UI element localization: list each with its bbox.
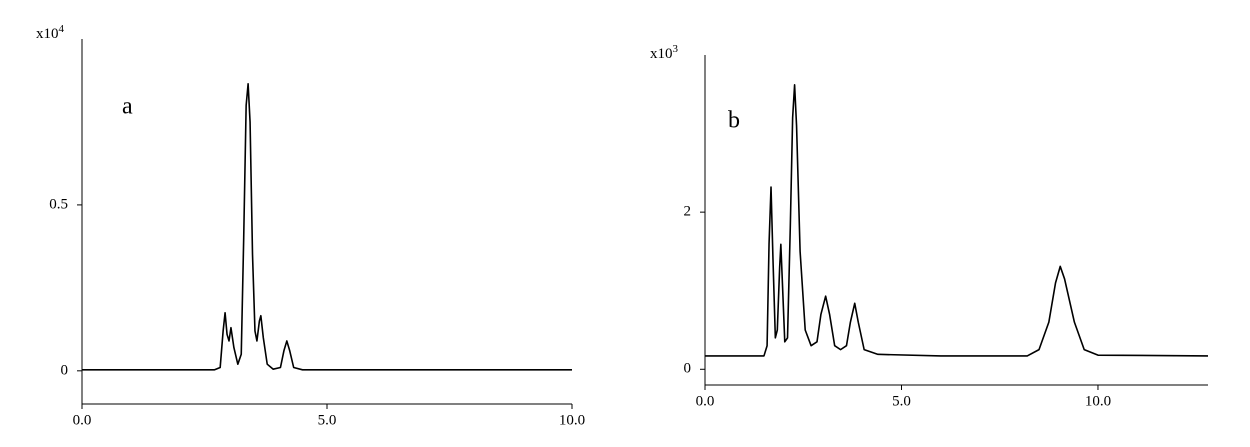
multiplier-base: x10: [650, 46, 673, 62]
multiplier-exponent: 4: [59, 23, 65, 35]
axis-multiplier: x103: [650, 43, 679, 63]
x-tick-label: 10.0: [559, 412, 585, 428]
x-tick-label: 5.0: [892, 393, 911, 409]
chromatogram-line: [705, 84, 1209, 357]
x-tick-label: 10.0: [1085, 393, 1111, 409]
chromatogram-line: [82, 83, 572, 371]
panel-label: a: [122, 94, 133, 120]
y-tick-label: 2: [684, 204, 692, 220]
multiplier-exponent: 3: [673, 43, 679, 55]
x-tick-label: 0.0: [73, 412, 92, 428]
y-tick-label: 0: [684, 361, 692, 377]
x-tick-label: 5.0: [318, 412, 337, 428]
y-tick-label: 0: [61, 362, 69, 378]
axis-multiplier: x104: [36, 23, 65, 43]
y-tick-label: 0.5: [49, 196, 68, 212]
panel-label: b: [728, 108, 740, 134]
x-tick-label: 0.0: [696, 393, 715, 409]
multiplier-base: x10: [36, 26, 59, 42]
